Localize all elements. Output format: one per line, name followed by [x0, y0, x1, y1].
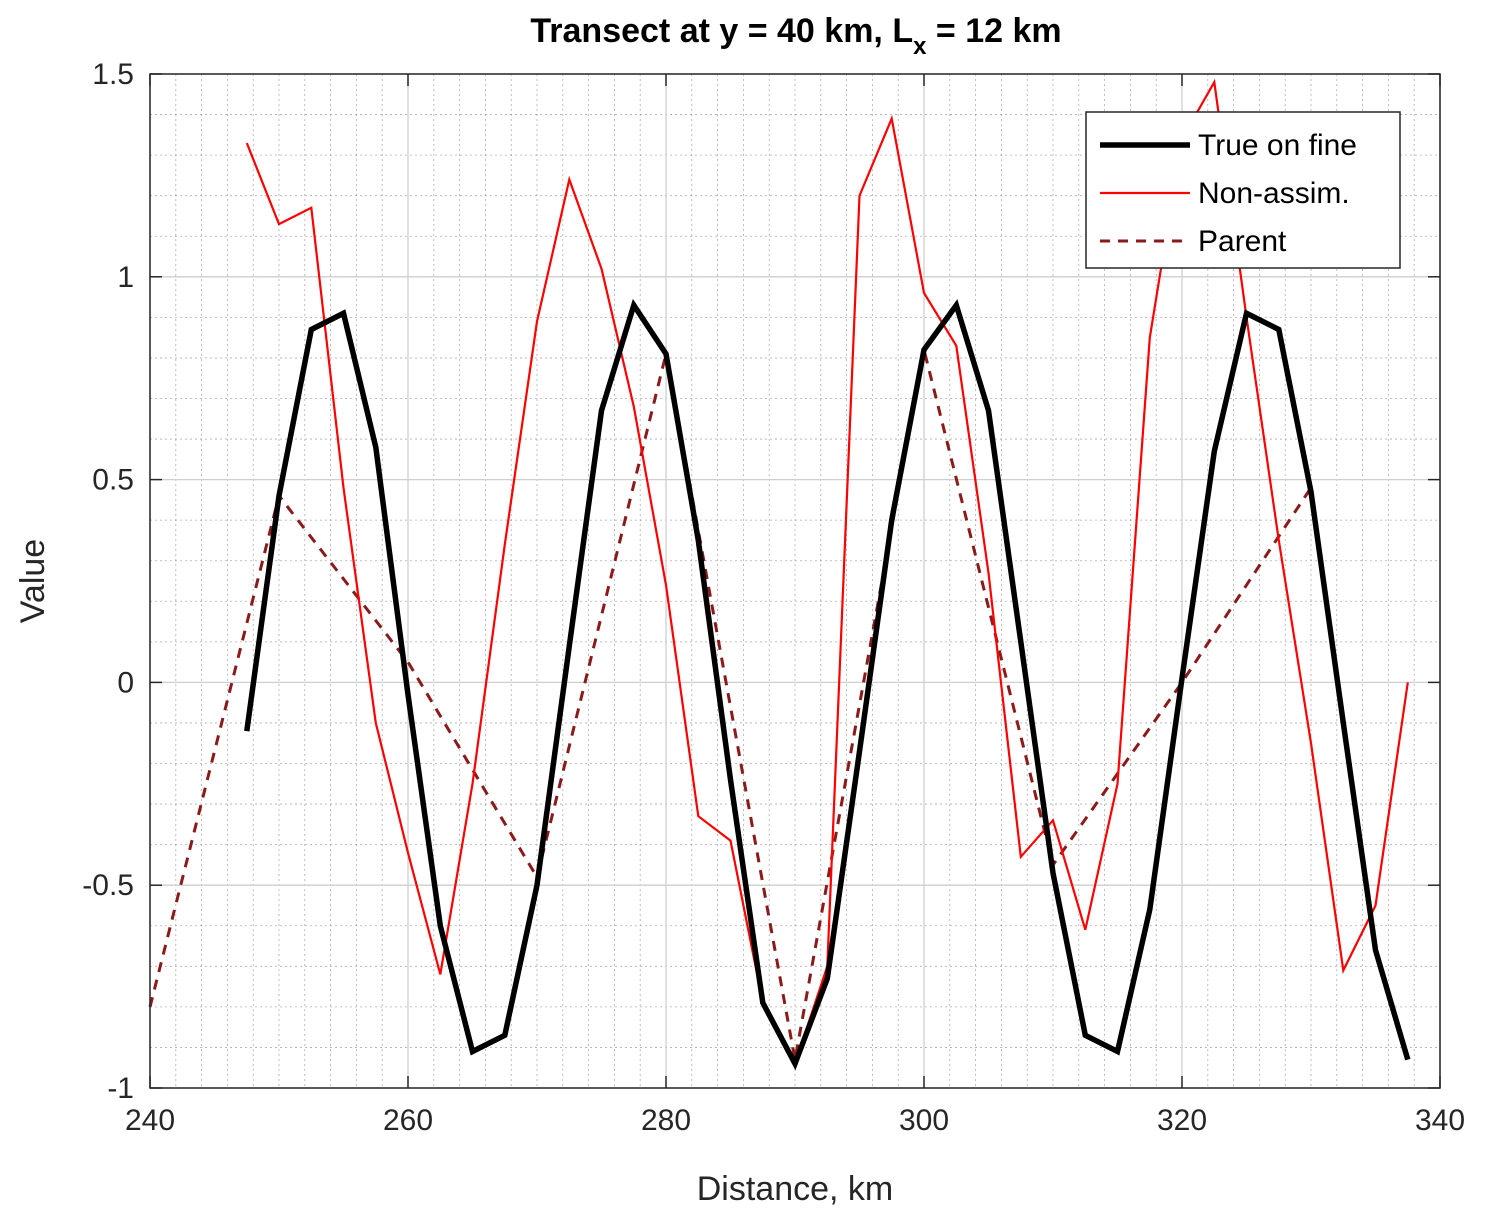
x-tick-label: 340 — [1415, 1104, 1465, 1137]
y-tick-label: -1 — [107, 1072, 134, 1105]
y-tick-labels: -1 -0.5 0 0.5 1 1.5 — [82, 58, 134, 1105]
legend-label-2: Parent — [1198, 225, 1287, 258]
tick-marks — [149, 73, 1441, 1089]
y-axis-label: Value — [14, 539, 52, 623]
x-tick-label: 280 — [641, 1104, 691, 1137]
y-tick-label: 1 — [117, 261, 134, 294]
legend-label-0: True on fine — [1198, 129, 1357, 162]
x-tick-label: 300 — [899, 1104, 949, 1137]
y-tick-label: 0.5 — [92, 464, 134, 497]
chart-title-main: Transect at y = 40 km, L — [530, 12, 913, 50]
series-layer — [148, 78, 1411, 1071]
x-tick-label: 320 — [1157, 1104, 1207, 1137]
chart-title: Transect at y = 40 km, Lx = 12 km — [530, 12, 1061, 60]
y-tick-label: 0 — [117, 666, 134, 699]
x-tick-labels: 240 260 280 300 320 340 — [125, 1104, 1465, 1137]
legend-label-1: Non-assim. — [1198, 177, 1350, 210]
x-tick-label: 260 — [383, 1104, 433, 1137]
x-tick-label: 240 — [125, 1104, 175, 1137]
chart-title-suffix: = 12 km — [926, 12, 1061, 50]
chart-title-subscript: x — [913, 33, 927, 60]
legend: True on fine Non-assim. Parent — [1085, 111, 1401, 269]
series-line-0 — [244, 298, 1411, 1071]
legend-entries: True on fine Non-assim. Parent — [1100, 129, 1357, 258]
y-tick-label: 1.5 — [92, 58, 134, 91]
x-axis-label: Distance, km — [697, 1170, 894, 1208]
axes-box — [149, 73, 1441, 1089]
y-tick-label: -0.5 — [82, 869, 134, 902]
